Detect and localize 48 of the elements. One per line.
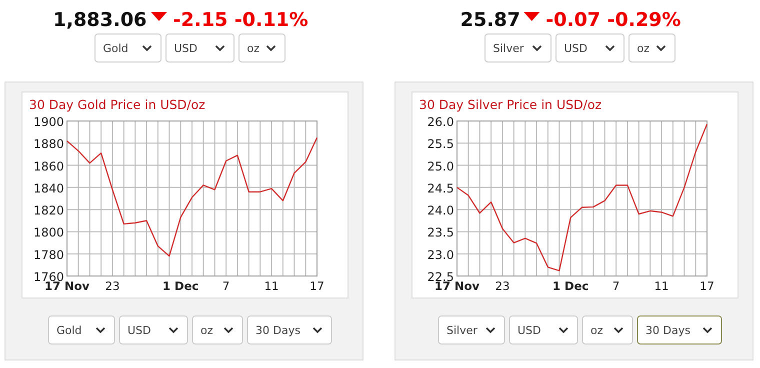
y-tick-label: 1860 [33, 159, 64, 174]
text: oz [247, 42, 260, 55]
text: -0.11% [234, 9, 308, 31]
text: -0.07 [546, 9, 601, 31]
text: 30 Days [646, 324, 691, 337]
text: oz [590, 324, 604, 337]
line-series [456, 124, 708, 272]
x-tick-label: 7 [222, 279, 230, 293]
text: 25.87 [460, 9, 520, 31]
y-tick-label: 23.5 [427, 226, 454, 240]
x-tick-label: 23 [495, 279, 510, 293]
y-tick-label: 24.0 [427, 204, 454, 218]
x-tick-label: 1 Dec [162, 279, 199, 293]
text: oz [637, 42, 650, 55]
y-tick-label: 1900 [33, 115, 64, 129]
x-tick-label: 7 [612, 279, 620, 293]
text: USD [518, 324, 542, 337]
x-tick-label: 11 [264, 279, 279, 293]
y-tick-label: 25.0 [427, 159, 454, 174]
y-tick-label: 23.0 [427, 248, 454, 262]
text: -2.15 [173, 9, 228, 31]
chart-title: 30 Day Gold Price in USD/oz [29, 97, 206, 112]
text: 30 Days [256, 324, 301, 337]
x-tick-label: 17 [310, 279, 324, 293]
text: Gold [56, 324, 82, 337]
chart-title: 30 Day Silver Price in USD/oz [419, 97, 602, 112]
text: oz [200, 324, 214, 337]
text: Gold [103, 42, 128, 55]
text: USD [174, 42, 198, 55]
x-tick-label: 17 [700, 279, 714, 293]
y-tick-label: 26.0 [427, 115, 454, 129]
y-tick-label: 24.5 [427, 181, 454, 196]
y-tick-label: 1780 [33, 248, 64, 262]
y-tick-label: 1840 [33, 181, 64, 196]
x-tick-label: 1 Dec [552, 279, 589, 293]
y-tick-label: 25.5 [427, 137, 454, 152]
text: -0.29% [607, 9, 681, 31]
text: USD [128, 324, 152, 337]
text: USD [564, 42, 588, 55]
y-tick-label: 1820 [33, 204, 64, 218]
text: Silver [493, 42, 524, 55]
x-tick-label: 11 [654, 279, 669, 293]
text: 1,883.06 [53, 9, 147, 31]
y-tick-label: 1880 [33, 137, 64, 152]
text: Silver [446, 324, 478, 337]
y-tick-label: 1800 [33, 226, 64, 240]
x-tick-label: 23 [105, 279, 120, 293]
line-series [66, 137, 318, 257]
